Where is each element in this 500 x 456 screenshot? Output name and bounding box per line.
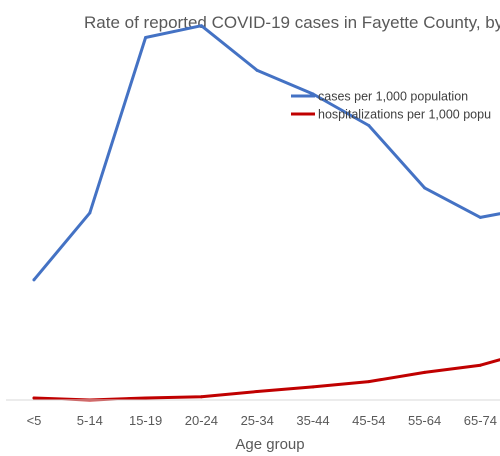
legend: cases per 1,000 population hospitalizatio…	[291, 90, 491, 122]
series-0-point	[144, 36, 148, 39]
series-0-point	[32, 278, 36, 282]
x-tick-label: 20-24	[185, 413, 218, 428]
series-1-point	[199, 395, 203, 399]
series-1-point	[311, 385, 315, 389]
x-tick-label: 35-44	[296, 413, 329, 428]
x-axis-title: Age group	[235, 436, 304, 453]
series-1-point	[32, 396, 36, 400]
x-tick-label: 45-54	[352, 413, 385, 428]
series-0-point	[255, 68, 259, 72]
x-tick-label: 55-64	[408, 413, 441, 428]
legend-label-1: hospitalizations per 1,000 popu	[318, 108, 491, 122]
x-tick-label: 25-34	[241, 413, 274, 428]
series-1-point	[367, 380, 371, 384]
series-0-point	[88, 211, 92, 215]
series-line-0	[32, 24, 500, 282]
chart-title: Rate of reported COVID-19 cases in Fayet…	[84, 13, 500, 32]
x-tick-label: 15-19	[129, 413, 162, 428]
series-1-point	[144, 396, 148, 400]
x-tick-label: 65-74	[464, 413, 497, 428]
series-0-point	[199, 24, 203, 28]
series-layer	[32, 24, 500, 402]
legend-label-0: cases per 1,000 population	[318, 90, 468, 104]
x-tick-label: 5-14	[77, 413, 103, 428]
series-line-1	[32, 358, 500, 402]
series-0-point	[478, 215, 482, 219]
series-1-point	[423, 370, 427, 374]
x-tick-labels: <5 5-14 15-19 20-24 25-34 35-44 45-54 55-64 65-7…	[27, 413, 497, 428]
series-1-point	[478, 363, 482, 367]
series-0-point	[423, 186, 427, 190]
series-1-point	[255, 390, 259, 393]
x-tick-label: <5	[27, 413, 42, 428]
series-0-point	[367, 124, 371, 127]
